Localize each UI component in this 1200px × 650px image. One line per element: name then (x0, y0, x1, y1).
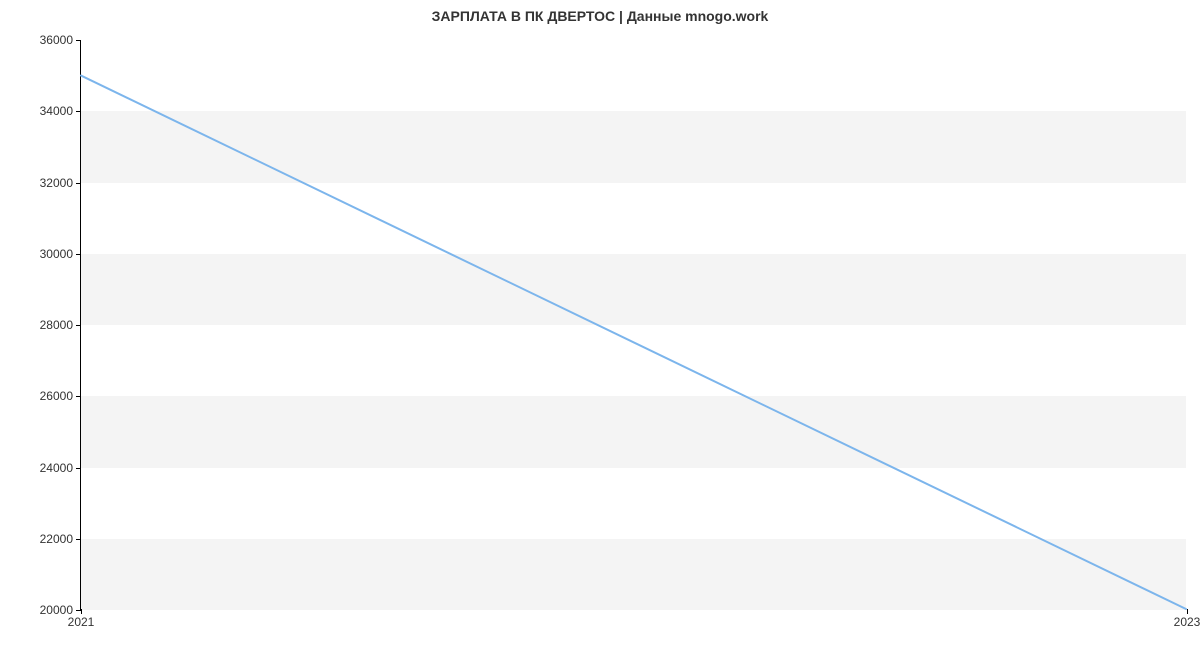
y-tick-label: 36000 (40, 33, 81, 47)
y-tick-mark (76, 111, 81, 112)
y-tick-label: 30000 (40, 247, 81, 261)
y-tick-mark (76, 468, 81, 469)
y-tick-mark (76, 183, 81, 184)
y-tick-label: 26000 (40, 389, 81, 403)
y-tick-mark (76, 254, 81, 255)
y-tick-label: 22000 (40, 532, 81, 546)
plot-area: 2000022000240002600028000300003200034000… (80, 40, 1186, 610)
x-tick-mark (1187, 609, 1188, 614)
series-line-salary (81, 76, 1186, 609)
y-tick-label: 32000 (40, 176, 81, 190)
x-tick-mark (81, 609, 82, 614)
y-tick-mark (76, 539, 81, 540)
y-tick-mark (76, 396, 81, 397)
y-tick-label: 24000 (40, 461, 81, 475)
salary-line-chart: ЗАРПЛАТА В ПК ДВЕРТОС | Данные mnogo.wor… (0, 0, 1200, 650)
y-tick-mark (76, 325, 81, 326)
y-tick-mark (76, 40, 81, 41)
line-layer (81, 40, 1186, 609)
y-tick-label: 34000 (40, 104, 81, 118)
y-tick-label: 28000 (40, 318, 81, 332)
chart-title: ЗАРПЛАТА В ПК ДВЕРТОС | Данные mnogo.wor… (0, 8, 1200, 24)
